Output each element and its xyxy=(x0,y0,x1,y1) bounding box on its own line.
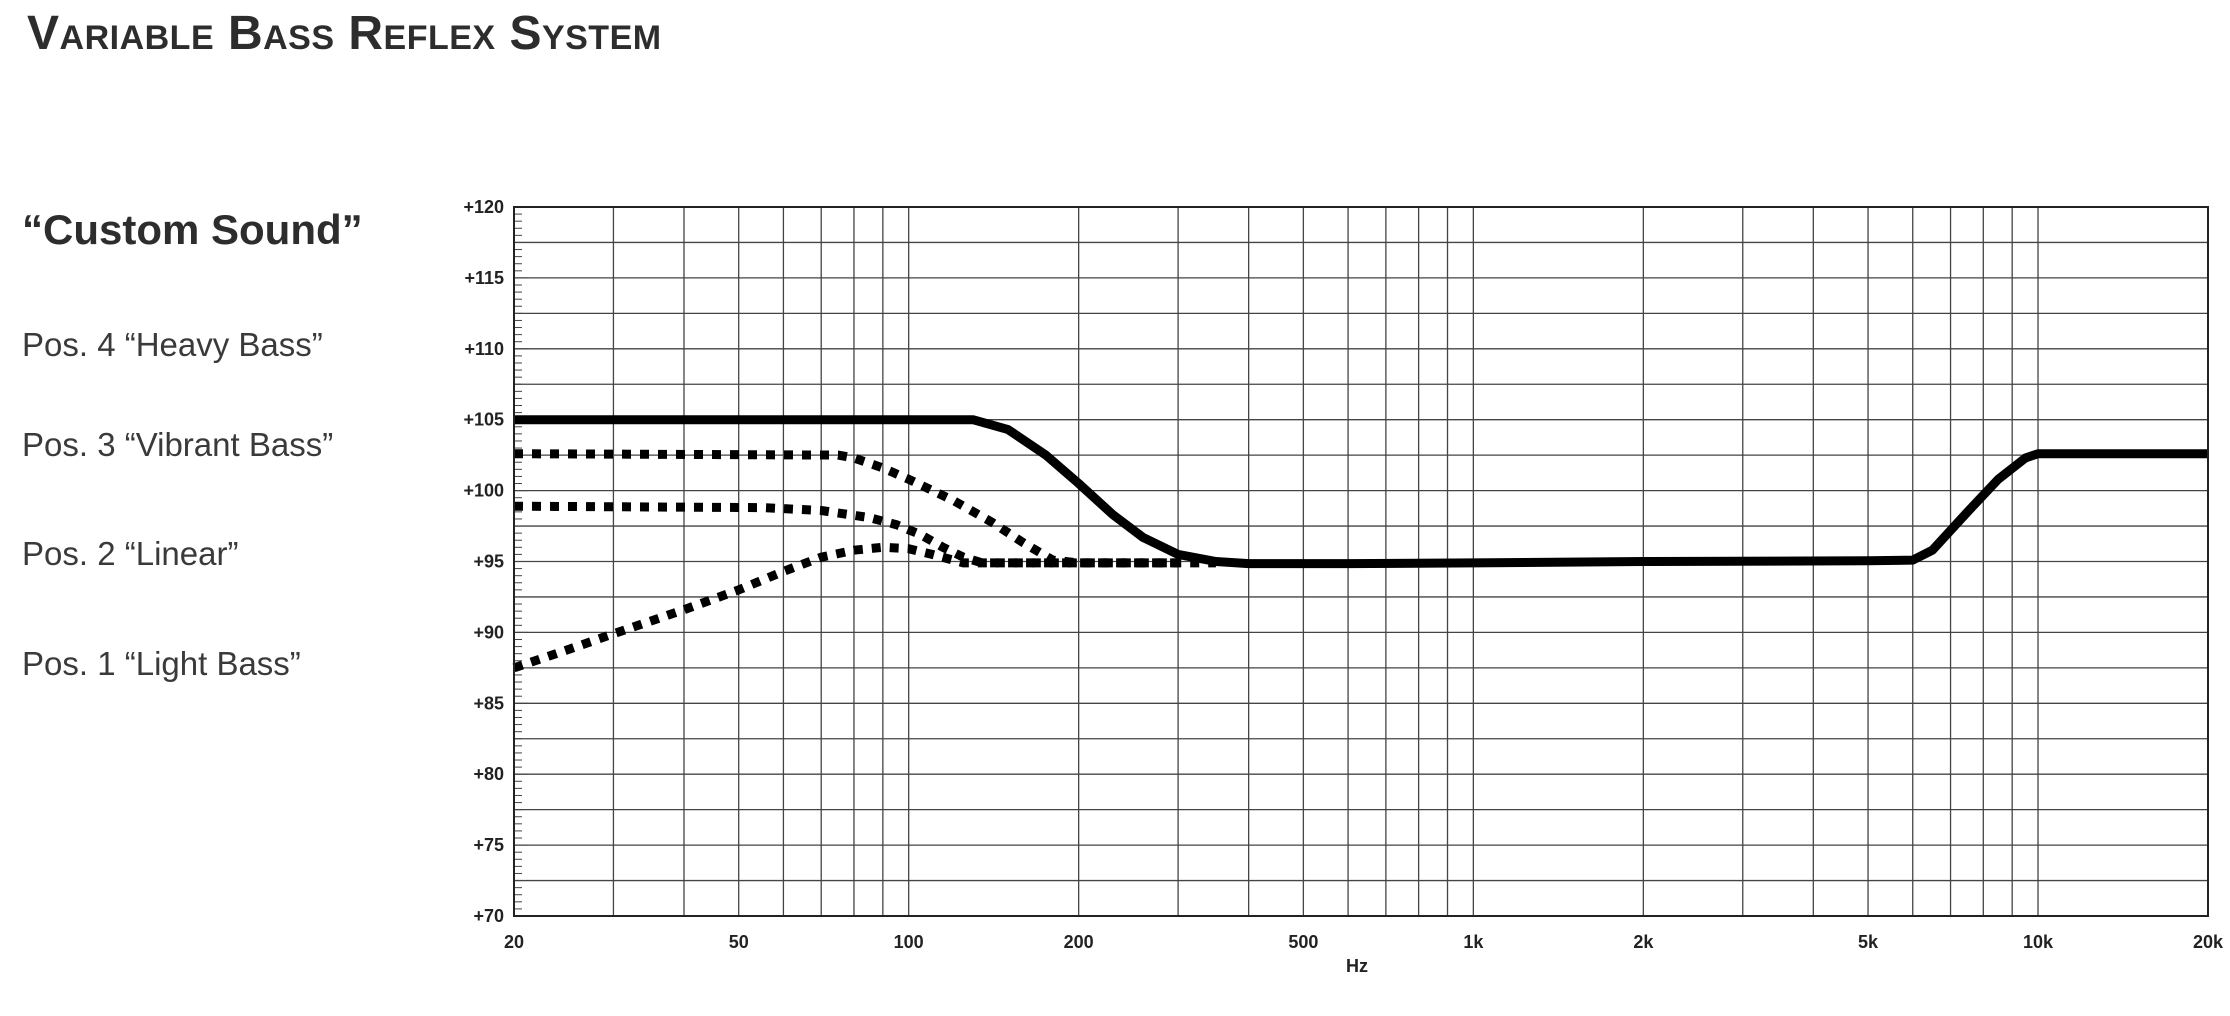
y-tick-label: +75 xyxy=(473,835,504,855)
x-tick-label: 100 xyxy=(894,932,924,952)
x-tick-label: 2k xyxy=(1633,932,1654,952)
x-tick-label: 10k xyxy=(2023,932,2054,952)
plot-frame xyxy=(513,206,2209,917)
y-tick-label: +100 xyxy=(463,481,504,501)
y-tick-label: +95 xyxy=(473,552,504,572)
y-tick-label: +110 xyxy=(464,339,504,359)
y-tick-label: +120 xyxy=(463,197,504,217)
x-tick-label: 50 xyxy=(729,932,749,952)
y-tick-label: +90 xyxy=(473,622,504,642)
x-tick-label: 500 xyxy=(1288,932,1318,952)
series-line-1 xyxy=(514,415,2208,569)
y-tick-label: +70 xyxy=(473,906,504,926)
chart-series xyxy=(512,415,2208,673)
page-title: Variable Bass Reflex System xyxy=(27,7,662,60)
x-tick-label: 20k xyxy=(2193,932,2224,952)
series-line-4 xyxy=(512,542,1179,673)
legend-item-pos-2: Pos. 2 “Linear” xyxy=(22,535,239,572)
y-tick-label: +80 xyxy=(473,764,504,784)
chart-tick-labels: +70 +75 +80 +85 +90 +95 +100 +105 +110 +115 +120 20… xyxy=(463,197,2224,952)
legend-item-pos-4: Pos. 4 “Heavy Bass” xyxy=(22,326,323,363)
x-tick-label: 1k xyxy=(1463,932,1484,952)
x-tick-label: 200 xyxy=(1064,932,1094,952)
y-tick-label: +105 xyxy=(463,410,504,430)
x-tick-label: 5k xyxy=(1858,932,1879,952)
y-tick-label: +115 xyxy=(464,268,504,288)
y-tick-label: +85 xyxy=(473,693,504,713)
legend-heading: “Custom Sound” xyxy=(22,206,363,253)
legend-item-pos-3: Pos. 3 “Vibrant Bass” xyxy=(22,426,334,463)
legend-panel: “Custom Sound” Pos. 4 “Heavy Bass” Pos. … xyxy=(0,0,440,1016)
legend-item-pos-1: Pos. 1 “Light Bass” xyxy=(22,645,301,682)
x-axis-label: Hz xyxy=(1346,956,1368,976)
x-tick-label: 20 xyxy=(504,932,524,952)
